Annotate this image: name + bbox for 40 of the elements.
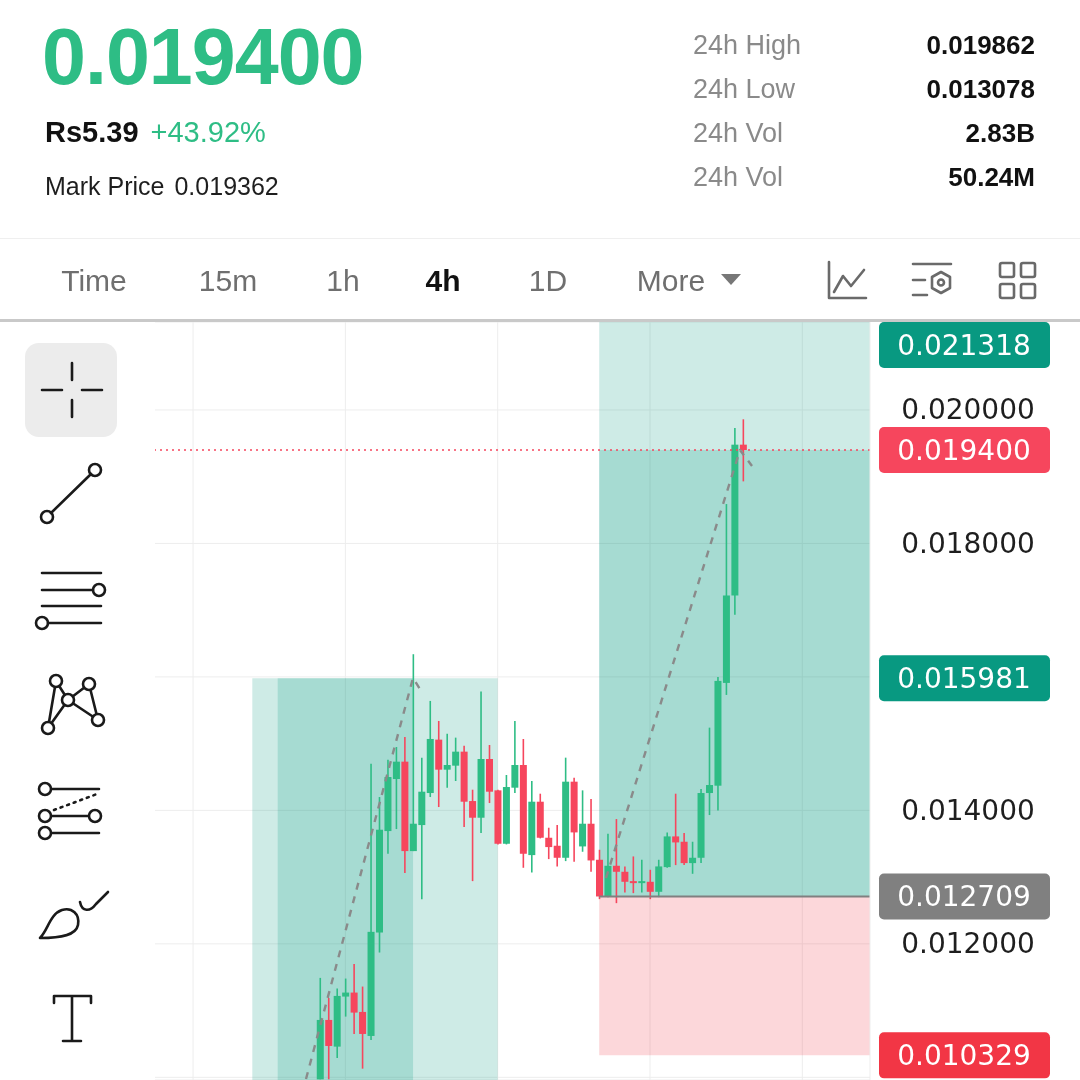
candlestick [612, 818, 620, 904]
text: 0.015981 [897, 661, 1031, 695]
text: 1h [326, 263, 360, 299]
text: Time [61, 263, 127, 299]
text: 24h Vol [693, 117, 784, 150]
ref-line-label: 0.012709 [897, 880, 1031, 914]
text: Mark Price [45, 171, 165, 202]
candlestick [672, 792, 680, 866]
candlestick [621, 865, 629, 894]
text: 0.019400 [42, 12, 364, 101]
text: 0.019362 [174, 171, 279, 202]
text: More [636, 263, 706, 299]
band-label: 0.010329 [897, 1038, 1031, 1072]
text: 0.019862 [926, 29, 1035, 62]
candlestick [392, 746, 400, 830]
candlestick [553, 824, 561, 868]
y-tick-label: 0.012000 [901, 927, 1035, 961]
text: 0.013078 [926, 73, 1035, 106]
text: 24h Vol [693, 161, 784, 194]
text: +43.92% [150, 115, 266, 150]
text: 24h Low [693, 73, 796, 106]
candlestick [680, 832, 688, 866]
band-label: 0.021318 [897, 328, 1031, 362]
candlestick [629, 855, 637, 894]
text: 1D [528, 263, 568, 299]
text: 4h [425, 263, 461, 299]
y-tick-label: 0.014000 [901, 793, 1035, 827]
text: 24h High [693, 29, 802, 62]
candlestick [646, 868, 654, 900]
candlestick [545, 826, 553, 860]
text: 15m [198, 263, 258, 299]
y-tick-label: 0.018000 [901, 526, 1035, 560]
text: Rs5.39 [45, 115, 139, 150]
y-tick-label: 0.020000 [901, 393, 1035, 427]
candlestick [689, 840, 697, 875]
candlestick [638, 858, 646, 894]
ref-line-label: 0.019400 [897, 433, 1031, 467]
text: 50.24M [948, 161, 1035, 194]
text: 2.83B [965, 117, 1035, 150]
candlestick [579, 789, 587, 853]
